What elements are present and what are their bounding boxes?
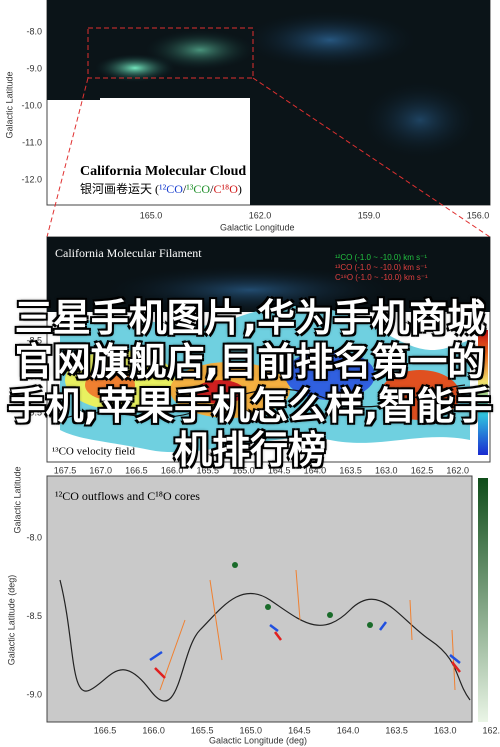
core bbox=[327, 612, 333, 618]
panel-subtitle: 银河画卷运天 (¹²CO/¹³CO/C¹⁸O) bbox=[80, 181, 242, 196]
velocity-map bbox=[380, 370, 460, 420]
y-tick-label: -11.0 bbox=[22, 137, 42, 147]
core bbox=[367, 622, 373, 628]
legend-entry: ¹²CO (-1.0 ~ -10.0) km s⁻¹ bbox=[335, 253, 427, 262]
subtitle-part: / bbox=[183, 182, 187, 196]
x-tick-label: 163.0 bbox=[375, 465, 398, 475]
x-tick-label: 166.0 bbox=[142, 725, 165, 735]
subtitle-part: ¹²CO bbox=[159, 182, 183, 196]
y-tick-label: -8.0 bbox=[26, 26, 42, 36]
x-tick-label: 162.5 bbox=[411, 465, 434, 475]
x-tick-label: 163.0 bbox=[434, 725, 457, 735]
velocity-map bbox=[85, 370, 135, 400]
x-tick-label: 165.0 bbox=[240, 725, 263, 735]
panel-title: California Molecular Filament bbox=[55, 246, 202, 260]
x-tick-label: 165.0 bbox=[232, 465, 255, 475]
y-tick-label: -9.0 bbox=[26, 689, 42, 699]
panel-title: ¹²CO outflows and C¹⁸O cores bbox=[55, 489, 200, 503]
x-tick-label: 162.0 bbox=[249, 210, 272, 220]
subtitle-part: 银河画卷运天 ( bbox=[80, 181, 159, 196]
x-tick-label: 163.5 bbox=[385, 725, 408, 735]
x-tick-label: 156.0 bbox=[467, 210, 490, 220]
outflow bbox=[159, 569, 456, 691]
x-tick-label: 159.0 bbox=[358, 210, 381, 220]
panel-filament: California Molecular Filament ¹³CO veloc… bbox=[12, 236, 491, 534]
y-tick-label: -9.0 bbox=[26, 63, 42, 73]
y-tick-label: -9.0 bbox=[26, 371, 42, 381]
zoom-line bbox=[46, 77, 89, 238]
x-tick-label: 163.5 bbox=[339, 465, 362, 475]
x-tick-label: 165.5 bbox=[197, 465, 220, 475]
cloud-contour bbox=[59, 579, 471, 702]
panel-title: California Molecular Cloud bbox=[80, 164, 246, 179]
y-tick-label: -8.0 bbox=[26, 299, 42, 309]
x-tick-label: 162.5 bbox=[483, 725, 500, 735]
outflow-lobe bbox=[149, 621, 461, 664]
subtitle-part: ) bbox=[238, 182, 242, 196]
subtitle-part: C¹⁸O bbox=[213, 182, 238, 196]
x-tick-label: 165.0 bbox=[140, 210, 163, 220]
x-tick-label: 166.5 bbox=[125, 465, 148, 475]
x-tick-label: 167.0 bbox=[89, 465, 112, 475]
y-axis-label: Galactic Latitude (deg) bbox=[6, 575, 16, 666]
legend-entry: C¹⁸O (-1.0 ~ -10.0) km s⁻¹ bbox=[335, 273, 428, 282]
y-tick-label: -12.0 bbox=[21, 174, 42, 184]
x-tick-label: 164.5 bbox=[288, 725, 311, 735]
emission bbox=[240, 10, 420, 70]
y-tick-label: -8.5 bbox=[26, 335, 42, 345]
emission bbox=[360, 80, 480, 160]
y-tick-label: -8.5 bbox=[26, 611, 42, 621]
emission bbox=[100, 265, 400, 315]
x-tick-label: 164.5 bbox=[268, 465, 291, 475]
x-axis-label: Galactic Longitude bbox=[220, 222, 295, 232]
y-tick-label: -9.5 bbox=[26, 407, 42, 417]
y-tick-label: -10.0 bbox=[21, 100, 42, 110]
subtitle-part: / bbox=[210, 182, 214, 196]
subtitle-part: ¹³CO bbox=[186, 182, 210, 196]
filament-contour bbox=[59, 384, 466, 421]
panel-caption: ¹³CO velocity field bbox=[52, 446, 135, 458]
x-tick-label: 164.0 bbox=[337, 725, 360, 735]
panel-cloud: California Molecular Cloud 银河画卷运天 (¹²CO/… bbox=[4, 0, 491, 238]
y-axis-label: Galactic Latitude bbox=[4, 71, 14, 138]
colorbar bbox=[478, 330, 488, 455]
emission bbox=[145, 30, 255, 70]
x-tick-label: 164.0 bbox=[304, 465, 327, 475]
overlay-title: 三星手机图片,华为手机商城官网旗舰店,目前排名第一的手机,苹果手机怎么样,智能手… bbox=[7, 296, 493, 472]
zoom-box bbox=[87, 27, 254, 79]
x-tick-label: 166.5 bbox=[94, 725, 117, 735]
panel-outflows: ¹²CO outflows and C¹⁸O cores Galactic Lo… bbox=[6, 475, 488, 745]
colorbar bbox=[478, 478, 488, 722]
core bbox=[265, 604, 271, 610]
x-tick-label: 166.0 bbox=[161, 465, 184, 475]
x-tick-label: 162.0 bbox=[446, 465, 469, 475]
frame bbox=[46, 475, 473, 723]
x-tick-label: 167.5 bbox=[54, 465, 77, 475]
y-tick-label: -8.0 bbox=[26, 532, 42, 542]
x-tick-label: 165.5 bbox=[191, 725, 214, 735]
outflow-lobe bbox=[154, 631, 461, 679]
core bbox=[232, 562, 238, 568]
velocity-map bbox=[285, 350, 375, 400]
y-axis-label: Galactic Latitude bbox=[12, 466, 22, 533]
x-axis-label: Galactic Longitude (deg) bbox=[209, 735, 307, 745]
legend-entry: ¹³CO (-1.0 ~ -10.0) km s⁻¹ bbox=[335, 263, 427, 272]
